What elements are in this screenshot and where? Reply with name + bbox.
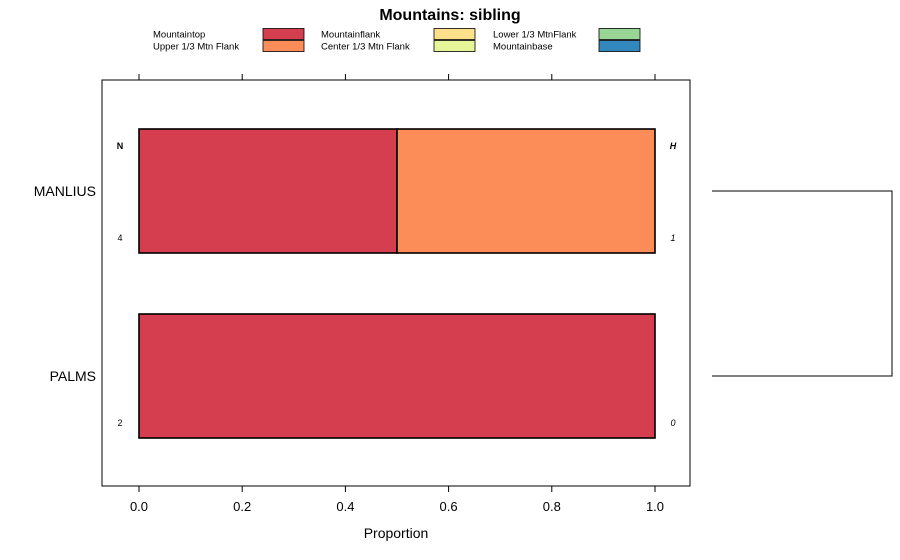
x-tick-label: 0.2 <box>233 499 251 514</box>
legend-swatch <box>598 40 641 52</box>
chart-title: Mountains: sibling <box>379 7 520 24</box>
legend-label: Mountaintop <box>153 30 205 41</box>
bar-segment <box>138 128 398 254</box>
legend-label: Lower 1/3 MtnFlank <box>493 30 577 41</box>
category-label: PALMS <box>50 368 96 384</box>
legend-swatch <box>433 40 476 52</box>
legend-label: Mountainbase <box>493 42 553 53</box>
category-label: MANLIUS <box>34 183 96 199</box>
axes: 0.0 0.2 0.4 0.6 0.8 1.0 <box>130 74 664 514</box>
legend-label: Center 1/3 Mtn Flank <box>321 42 410 53</box>
x-tick-label: 0.8 <box>543 499 561 514</box>
bars <box>138 128 656 439</box>
n-value: 2 <box>117 418 122 428</box>
legend-label: Mountainflank <box>321 30 380 41</box>
h-value: 0 <box>670 418 675 428</box>
h-value: 1 <box>670 233 675 243</box>
bar-segment <box>396 128 656 254</box>
x-tick-label: 0.4 <box>336 499 354 514</box>
bar-segment <box>138 313 656 439</box>
plot-frame <box>101 79 691 487</box>
x-axis-title: Proportion <box>364 525 429 541</box>
legend-swatch <box>598 28 641 40</box>
legend-swatch <box>262 40 305 52</box>
labels: MANLIUS 4 1 PALMS 2 0 <box>34 183 676 428</box>
n-header: N <box>117 141 124 151</box>
x-tick-label: 0.0 <box>130 499 148 514</box>
n-value: 4 <box>117 233 122 243</box>
x-tick-label: 1.0 <box>646 499 664 514</box>
legend-label: Upper 1/3 Mtn Flank <box>153 42 239 53</box>
legend-swatch <box>433 28 476 40</box>
h-header: H <box>670 141 677 151</box>
dendrogram <box>712 190 893 377</box>
legend-swatch <box>262 28 305 40</box>
x-tick-label: 0.6 <box>440 499 458 514</box>
